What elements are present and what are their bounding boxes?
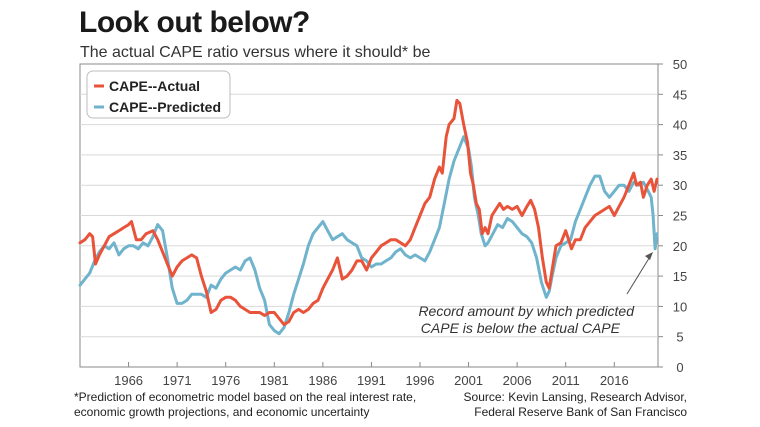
- x-axis-ticks: 1966 1971 1976 1981 1986 1991 1996 2001 2006 2011…: [114, 362, 629, 388]
- x-tick-label-2011: 2011: [552, 373, 580, 388]
- legend-label-predicted: CAPE--Predicted: [109, 99, 221, 115]
- x-tick-label-1971: 1971: [163, 373, 192, 388]
- annotation: Record amount by which predicted CAPE is…: [418, 252, 653, 336]
- y-tick-label-40: 40: [673, 118, 687, 133]
- footnote-line-2: economic growth projections, and economi…: [74, 405, 370, 419]
- series-lines: [78, 98, 659, 336]
- y-tick-label-25: 25: [673, 209, 687, 224]
- annotation-arrow-line: [626, 254, 652, 295]
- legend-box: [86, 70, 231, 119]
- x-tick-label-1981: 1981: [260, 373, 289, 388]
- source-note: Source: Kevin Lansing, Research Advisor,…: [464, 390, 687, 420]
- annotation-arrowhead: [645, 252, 653, 260]
- x-tick-label-1996: 1996: [406, 373, 435, 388]
- legend: CAPE--Actual CAPE--Predicted: [86, 70, 231, 119]
- series-line-cape-actual: [78, 98, 659, 327]
- y-tick-label-35: 35: [673, 148, 687, 163]
- x-tick-label-1991: 1991: [357, 373, 386, 388]
- x-tick-label-1966: 1966: [114, 373, 143, 388]
- footnote: *Prediction of econometric model based o…: [74, 390, 416, 420]
- annotation-line-1: Record amount by which predicted: [418, 303, 635, 319]
- chart-title: Look out below?: [79, 6, 310, 39]
- y-axis-ticks: 0 5 10 15 20 25 30 35 40 45 50: [658, 57, 687, 375]
- x-tick-label-1976: 1976: [211, 373, 240, 388]
- x-tick-label-2001: 2001: [454, 373, 483, 388]
- y-tick-label-50: 50: [673, 57, 687, 72]
- x-tick-label-1986: 1986: [308, 373, 337, 388]
- series-line-cape-predicted: [78, 135, 659, 336]
- chart-subtitle: The actual CAPE ratio versus where it sh…: [80, 44, 431, 61]
- y-tick-label-30: 30: [673, 178, 687, 193]
- x-tick-label-2006: 2006: [503, 373, 532, 388]
- y-tick-label-45: 45: [673, 87, 687, 102]
- y-tick-label-5: 5: [676, 330, 683, 345]
- source-line-2: Federal Reserve Bank of San Francisco: [474, 405, 687, 419]
- footnote-line-1: *Prediction of econometric model based o…: [74, 390, 417, 404]
- y-tick-label-20: 20: [673, 239, 687, 254]
- y-tick-label-0: 0: [676, 360, 683, 375]
- y-tick-label-10: 10: [673, 299, 687, 314]
- source-line-1: Source: Kevin Lansing, Research Advisor,: [463, 390, 687, 404]
- x-tick-label-2016: 2016: [600, 373, 629, 388]
- grid-lines: [80, 93, 658, 338]
- legend-label-actual: CAPE--Actual: [109, 78, 200, 94]
- annotation-line-2: CAPE is below the actual CAPE: [421, 320, 621, 336]
- y-tick-label-15: 15: [673, 269, 687, 284]
